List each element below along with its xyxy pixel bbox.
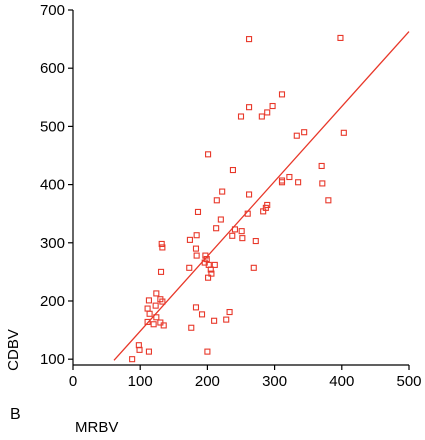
data-point (146, 310, 153, 317)
y-tick-label: 100 (40, 351, 65, 368)
y-tick-label: 300 (40, 235, 65, 252)
data-point (325, 197, 332, 204)
x-tick-label: 400 (329, 373, 354, 390)
data-point (186, 236, 193, 243)
regression-line (113, 31, 410, 361)
data-point (207, 266, 214, 273)
data-point (205, 274, 212, 281)
data-point (205, 151, 212, 158)
y-tick-label: 600 (40, 60, 65, 77)
data-point (337, 34, 344, 41)
data-point (269, 102, 276, 110)
x-tick-label: 100 (128, 373, 153, 390)
data-point (231, 226, 239, 233)
data-point (238, 228, 245, 235)
x-tick-label: 200 (195, 373, 220, 390)
data-point (246, 36, 253, 43)
data-point (239, 235, 246, 242)
data-point (204, 348, 211, 355)
panel-label: B (10, 406, 21, 423)
y-axis-title: CDBV (5, 329, 22, 371)
data-point (159, 244, 166, 251)
data-point (158, 240, 165, 248)
data-point (136, 346, 143, 353)
data-points (129, 34, 347, 363)
y-tick-label: 700 (40, 2, 65, 19)
x-tick-label: 500 (396, 373, 421, 390)
data-point (194, 208, 202, 215)
data-point (213, 225, 220, 232)
data-point (301, 129, 308, 136)
data-point (129, 356, 136, 363)
y-tick-label: 400 (40, 177, 65, 194)
data-point (237, 113, 245, 120)
data-point (278, 179, 286, 186)
data-point (278, 91, 286, 98)
data-point (144, 305, 151, 312)
data-point (202, 252, 209, 259)
data-point (246, 104, 253, 111)
data-point (144, 318, 151, 325)
data-point (188, 324, 195, 331)
data-point (229, 166, 236, 174)
data-point (193, 232, 200, 239)
data-point (211, 261, 218, 268)
data-point (252, 237, 259, 245)
data-point (217, 216, 224, 223)
x-tick-label: 0 (69, 373, 77, 390)
regression-line-group (113, 31, 410, 361)
data-point (286, 173, 293, 181)
data-point (226, 308, 233, 316)
data-point (213, 197, 220, 204)
data-point (198, 311, 206, 318)
data-point (150, 321, 157, 328)
data-point (223, 316, 230, 323)
data-point (319, 180, 326, 187)
data-point (264, 109, 271, 116)
data-point (211, 317, 218, 324)
data-point (278, 177, 286, 184)
data-point (258, 113, 265, 120)
data-point (192, 245, 200, 252)
x-tick-label: 300 (262, 373, 287, 390)
data-point (192, 304, 200, 311)
data-point (160, 322, 167, 329)
data-point (340, 129, 347, 136)
x-axis-ticks: 0 100 200 300 400 500 (69, 365, 422, 390)
data-point (193, 252, 200, 259)
data-point (152, 302, 159, 309)
data-point (229, 232, 236, 239)
data-point (157, 268, 165, 275)
data-point (153, 290, 160, 297)
y-tick-label: 200 (40, 293, 65, 310)
data-point (153, 314, 160, 321)
data-point (186, 264, 193, 271)
data-point (246, 191, 253, 198)
data-point (145, 297, 152, 304)
data-point (260, 208, 267, 215)
data-point (219, 188, 226, 195)
data-point (318, 162, 325, 170)
data-point (145, 348, 152, 355)
data-point (208, 270, 215, 277)
x-axis-title: MRBV (75, 419, 118, 436)
y-axis-ticks: 100 200 300 400 500 600 700 (40, 2, 73, 368)
data-point (250, 264, 257, 271)
data-point (244, 210, 251, 217)
data-point (293, 132, 300, 139)
data-point (159, 298, 166, 305)
data-point (295, 179, 302, 186)
y-tick-label: 500 (40, 118, 65, 135)
